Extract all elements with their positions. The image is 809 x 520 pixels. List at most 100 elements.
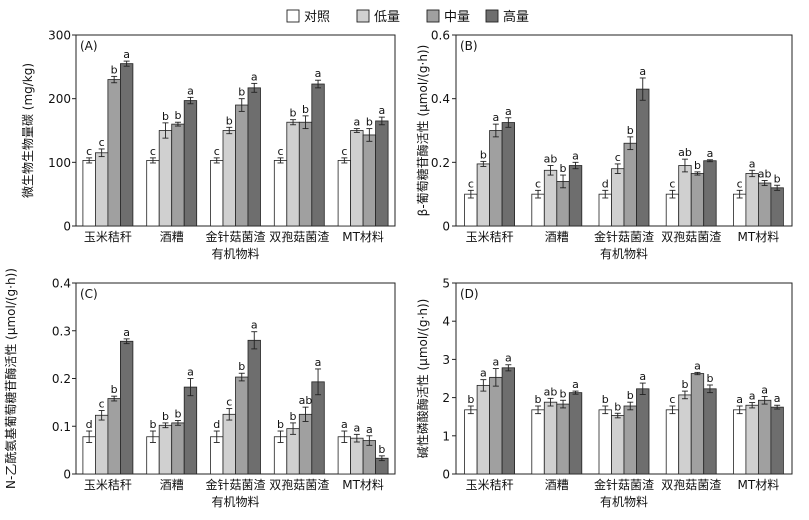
significance-letter: ab <box>544 385 558 398</box>
y-tick-label: 0 <box>442 468 450 482</box>
bar <box>107 79 121 227</box>
bar <box>311 83 325 227</box>
y-tick-label: 5 <box>442 277 450 291</box>
y-axis-label: 微生物生物量碳 (mg/kg) <box>21 63 35 198</box>
bar <box>568 392 583 475</box>
significance-letter: a <box>572 149 579 162</box>
bar <box>222 413 236 475</box>
bar <box>476 163 491 227</box>
y-axis-label: β-葡萄糖苷酶活性 (μmol/(g·h)) <box>415 45 430 217</box>
bar <box>476 384 491 475</box>
category-label: 双孢菇菌渣 <box>269 478 329 492</box>
bar <box>758 399 772 475</box>
category-label: 酒糟 <box>545 477 569 492</box>
significance-letter: b <box>560 162 567 175</box>
y-tick-label: 100 <box>48 156 71 170</box>
bar <box>598 409 612 475</box>
legend-swatch-1 <box>286 9 300 23</box>
significance-letter: a <box>505 105 512 118</box>
significance-letter: b <box>706 372 713 385</box>
bar <box>247 87 261 227</box>
bar <box>678 394 692 475</box>
significance-letter: b <box>290 107 297 120</box>
significance-letter: b <box>162 110 169 123</box>
category-label: 双孢菇菌渣 <box>269 230 329 244</box>
y-tick-label: 0.1 <box>52 420 71 434</box>
bar <box>745 404 759 475</box>
significance-letter: a <box>572 378 579 391</box>
bar <box>464 193 478 227</box>
significance-letter: c <box>341 145 347 158</box>
significance-letter: b <box>238 86 245 99</box>
significance-letter: b <box>111 63 118 76</box>
bar <box>531 193 545 227</box>
panel-label: (A) <box>80 39 98 53</box>
significance-letter: d <box>213 418 220 431</box>
bar <box>611 168 625 227</box>
significance-letter: a <box>774 392 781 405</box>
x-axis-label: 有机物料 <box>211 247 259 261</box>
y-tick-label: 0.2 <box>52 372 71 386</box>
significance-letter: a <box>480 367 487 380</box>
significance-letter: b <box>366 116 373 129</box>
significance-letter: b <box>614 400 621 413</box>
x-axis-label: 有机物料 <box>600 495 648 509</box>
significance-letter: d <box>602 177 609 190</box>
significance-letter: b <box>774 172 781 185</box>
bar <box>375 120 389 227</box>
bar <box>489 376 503 475</box>
bar <box>337 160 352 227</box>
bar <box>770 406 784 475</box>
bar <box>82 160 96 227</box>
bar <box>298 121 313 227</box>
bar <box>733 409 747 475</box>
bar <box>298 413 313 475</box>
significance-letter: b <box>277 418 284 431</box>
bar <box>222 130 236 227</box>
significance-letter: b <box>162 410 169 423</box>
bar <box>665 193 680 227</box>
bar <box>286 121 300 227</box>
y-axis-label: N-乙酰氨基葡萄糖苷酶活性 (μmol/(g·h)) <box>3 268 18 489</box>
significance-letter: b <box>174 408 181 421</box>
significance-letter: a <box>123 48 130 61</box>
significance-letter: b <box>226 114 233 127</box>
bar <box>235 376 249 475</box>
category-label: 玉米秸秆 <box>84 478 132 492</box>
significance-letter: a <box>749 157 756 170</box>
category-label: 金针菇菌渣 <box>205 477 265 492</box>
significance-letter: c <box>737 177 743 190</box>
bar <box>158 130 173 227</box>
significance-letter: c <box>214 145 220 158</box>
bar <box>95 414 109 475</box>
significance-letter: c <box>468 177 474 190</box>
bar <box>120 63 134 227</box>
category-label: 酒糟 <box>545 229 569 244</box>
significance-letter: c <box>669 393 675 406</box>
bar <box>598 193 612 227</box>
bar <box>690 173 705 227</box>
significance-letter: b <box>467 393 474 406</box>
bar <box>286 428 300 475</box>
significance-letter: b <box>627 389 634 402</box>
bar <box>171 422 185 475</box>
y-tick-label: 300 <box>48 29 71 43</box>
bar <box>770 187 784 227</box>
bar <box>690 373 705 475</box>
chart-panel-b: 00.20.40.6(B)β-葡萄糖苷酶活性 (μmol/(g·h)) cba a玉… <box>415 29 793 261</box>
panel-label: (B) <box>460 39 478 53</box>
category-label: 酒糟 <box>160 477 184 492</box>
y-tick-label: 0 <box>63 468 71 482</box>
significance-letter: c <box>535 177 541 190</box>
significance-letter: a <box>123 326 130 339</box>
significance-letter: c <box>150 145 156 158</box>
y-tick-label: 0 <box>63 220 71 234</box>
significance-letter: ab <box>758 167 772 180</box>
significance-letter: c <box>669 177 675 190</box>
bar <box>171 123 185 227</box>
bar <box>678 165 692 227</box>
bar <box>501 367 516 475</box>
